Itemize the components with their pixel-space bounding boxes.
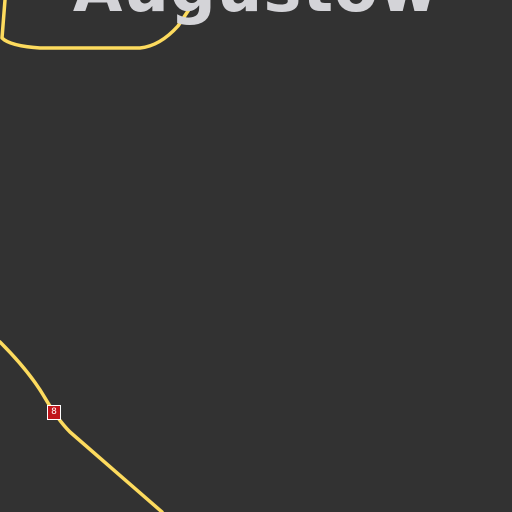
road-number-shield: 8 — [47, 405, 61, 420]
road-north — [0, 0, 192, 50]
city-label: Augustów — [0, 0, 512, 22]
road-south — [0, 340, 164, 512]
